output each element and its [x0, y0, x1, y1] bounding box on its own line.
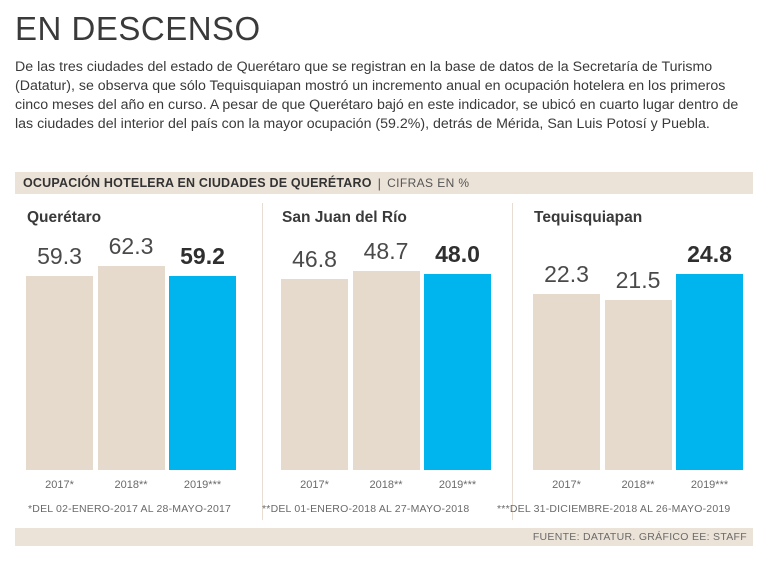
category-label: 2019*** [183, 479, 222, 491]
chart-title: San Juan del Río [282, 209, 407, 226]
bar-value-label: 24.8 [687, 241, 732, 267]
chart-banner-separator: | [377, 175, 382, 191]
bar-value-label: 48.7 [363, 238, 409, 264]
panel-divider [512, 203, 513, 520]
category-label: 2017* [300, 479, 329, 491]
bar-value-label: 59.3 [37, 243, 82, 269]
bar-2019 [169, 276, 236, 470]
bar-2019 [676, 274, 743, 470]
bar-2018 [604, 300, 672, 470]
category-label: 2018** [369, 479, 403, 491]
category-label: 2017* [552, 479, 581, 491]
bar-2017 [533, 294, 600, 470]
bar-value-label: 21.5 [615, 267, 661, 293]
intro-paragraph: De las tres ciudades del estado de Queré… [15, 59, 739, 132]
bar-value-label: 48.0 [435, 241, 480, 267]
bar-2018 [352, 271, 420, 470]
chart-panel-tequisquiapan: Tequisquiapan 22.3 2017* 21.5 2018** 24.8 2019… [522, 203, 754, 520]
category-label: 2018** [621, 479, 655, 491]
bar-2017 [281, 279, 348, 470]
bar-value-label: 22.3 [544, 261, 589, 287]
bar-value-label: 46.8 [292, 246, 337, 272]
chart-banner-units: CIFRAS EN % [387, 176, 470, 190]
panel-divider [262, 203, 263, 520]
chart-title: Querétaro [27, 209, 102, 226]
bar-2018 [97, 266, 165, 470]
category-label: 2019*** [438, 479, 477, 491]
source-footer: FUENTE: DATATUR. GRÁFICO EE: STAFF [15, 528, 753, 546]
bar-2019 [424, 274, 491, 470]
footnote-2017: *DEL 02-ENERO-2017 AL 28-MAYO-2017 [28, 503, 232, 515]
chart-banner: OCUPACIÓN HOTELERA EN CIUDADES DE QUERÉT… [15, 172, 753, 194]
chart-panel-queretaro: Querétaro 59.3 2017* 62.3 2018** 59.2 2019*** [15, 203, 255, 520]
category-label: 2017* [45, 479, 74, 491]
bar-value-label: 62.3 [108, 233, 154, 259]
category-label: 2019*** [690, 479, 729, 491]
bar-2017 [26, 276, 93, 470]
footnote-2019: ***DEL 31-DICIEMBRE-2018 AL 26-MAYO-2019 [497, 503, 731, 515]
footnote-2018: **DEL 01-ENERO-2018 AL 27-MAYO-2018 [262, 503, 470, 515]
chart-banner-title: OCUPACIÓN HOTELERA EN CIUDADES DE QUERÉT… [23, 176, 372, 190]
category-label: 2018** [114, 479, 148, 491]
chart-title: Tequisquiapan [534, 209, 643, 226]
page-title: EN DESCENSO [15, 10, 261, 47]
bar-value-label: 59.2 [180, 243, 225, 269]
chart-panel-san-juan-del-rio: San Juan del Río 46.8 2017* 48.7 2018** 48.0 2… [270, 203, 505, 520]
